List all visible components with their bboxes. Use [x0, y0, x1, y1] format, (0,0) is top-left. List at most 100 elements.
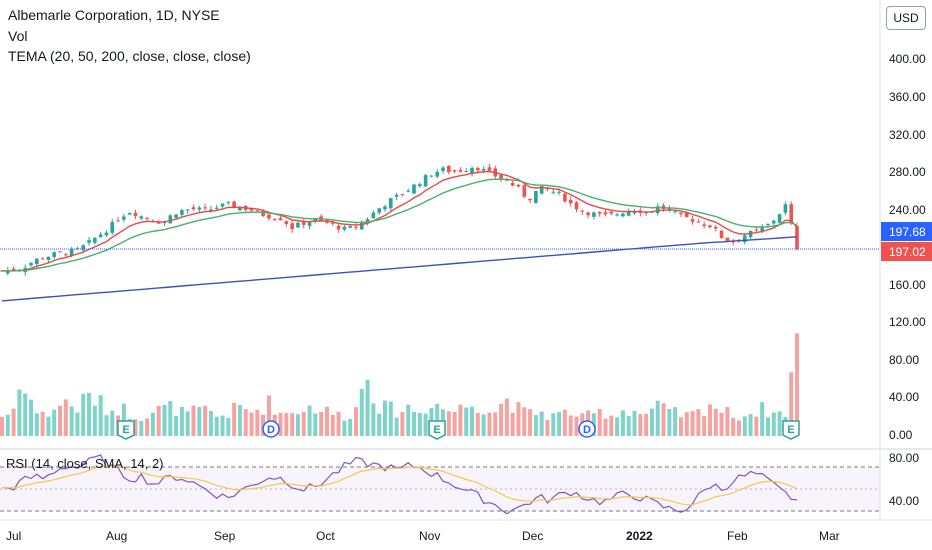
candle-body [476, 168, 480, 171]
price-tick: 240.00 [889, 203, 926, 217]
volume-tick: 120.00 [889, 315, 926, 329]
candle-body [771, 220, 776, 224]
earnings-badge[interactable]: E [428, 420, 446, 440]
volume-bar [63, 399, 68, 436]
volume-bar [17, 389, 22, 436]
candle-body [412, 184, 416, 194]
dividend-badge[interactable]: D [578, 420, 596, 438]
time-tick: Dec [522, 529, 543, 543]
candle-body [301, 221, 306, 225]
volume-bar [545, 419, 550, 436]
volume-bar [510, 412, 515, 436]
time-tick: Sep [214, 529, 236, 543]
volume-bar [232, 402, 237, 436]
candle-body [447, 165, 451, 173]
volume-bar [226, 418, 231, 436]
rsi-legend[interactable]: RSI (14, close, SMA, 14, 2) [6, 456, 164, 471]
candle-body [592, 212, 596, 217]
volume-bar [313, 413, 318, 436]
volume-bar [406, 404, 411, 436]
candle-body [499, 174, 503, 179]
candle-body [487, 167, 492, 171]
candle-body [615, 214, 619, 216]
volume-bar [696, 409, 701, 436]
candle-body [75, 248, 80, 250]
candle-body [708, 225, 712, 228]
candle-body [249, 208, 254, 211]
volume-bar [400, 412, 405, 436]
candle-body [505, 179, 509, 181]
candle-body [713, 226, 718, 229]
volume-bar [237, 404, 242, 436]
price-axis[interactable]: 400.00 360.00 320.00 280.00 240.00 160.0… [889, 52, 926, 292]
candle-body [81, 245, 86, 251]
volume-bar [139, 421, 144, 436]
earnings-badge[interactable]: E [117, 420, 135, 440]
volume-bar [174, 415, 179, 436]
volume-axis[interactable]: 120.00 80.00 40.00 0.00 [889, 315, 926, 442]
volume-bar [661, 403, 666, 436]
candle-body [116, 220, 120, 222]
volume-bar [609, 415, 614, 436]
candle-body [673, 211, 677, 213]
volume-bar [29, 399, 34, 436]
tema-legend[interactable]: TEMA (20, 50, 200, close, close, close) [8, 48, 251, 64]
volume-bar [742, 416, 747, 436]
volume-bar [377, 413, 382, 436]
candle-body [609, 211, 614, 214]
volume-bar [185, 411, 190, 436]
time-axis[interactable]: Jul Aug Sep Oct Nov Dec 2022 Feb Mar [6, 529, 840, 543]
volume-bar [388, 401, 393, 436]
volume-bar [168, 401, 173, 436]
volume-bar [133, 419, 138, 436]
volume-bar [499, 403, 504, 436]
candle-body [545, 188, 550, 190]
dividend-badge[interactable]: D [262, 420, 280, 438]
candle-body [603, 212, 608, 215]
volume-bar [156, 405, 161, 436]
volume-bar [330, 414, 335, 436]
candle-body [336, 225, 341, 230]
candle-body [400, 194, 405, 196]
volume-tick: 0.00 [889, 428, 913, 442]
volume-bar [5, 414, 10, 436]
candle-body [220, 203, 225, 207]
candle-body [539, 186, 544, 194]
candle-body [93, 237, 97, 243]
candle-body [29, 262, 33, 266]
currency-button[interactable]: USD [886, 6, 926, 30]
candle-body [307, 222, 312, 226]
volume-bar [452, 412, 457, 436]
volume-legend[interactable]: Vol [8, 28, 28, 44]
volume-bar [278, 412, 283, 436]
volume-bar [748, 414, 753, 436]
candle-body [551, 191, 556, 193]
volume-bar [690, 411, 695, 436]
earnings-badge[interactable]: E [782, 420, 800, 440]
volume-bar [359, 388, 364, 436]
volume-bar [11, 408, 16, 436]
rsi-axis[interactable]: 80.00 40.00 [889, 451, 919, 508]
volume-bar [487, 412, 492, 436]
time-tick: Oct [316, 529, 335, 543]
chart-title[interactable]: Albemarle Corporation, 1D, NYSE [8, 7, 220, 23]
volume-bar [34, 413, 39, 436]
candle-body [290, 223, 294, 230]
svg-text:D: D [267, 424, 275, 436]
volume-bar [371, 403, 376, 436]
volume-bar [678, 417, 683, 436]
volume-bar [417, 413, 422, 436]
volume-bar [58, 405, 63, 436]
volume-bar [528, 409, 533, 436]
volume-bar [533, 415, 538, 436]
tema-lines [1, 170, 798, 302]
volume-bar [574, 416, 579, 436]
candle-body [783, 204, 788, 213]
volume-bar [40, 411, 45, 436]
svg-text:D: D [583, 424, 591, 436]
rsi-ma-line [2, 465, 798, 506]
candle-body [429, 175, 434, 177]
candle-body [557, 191, 561, 193]
